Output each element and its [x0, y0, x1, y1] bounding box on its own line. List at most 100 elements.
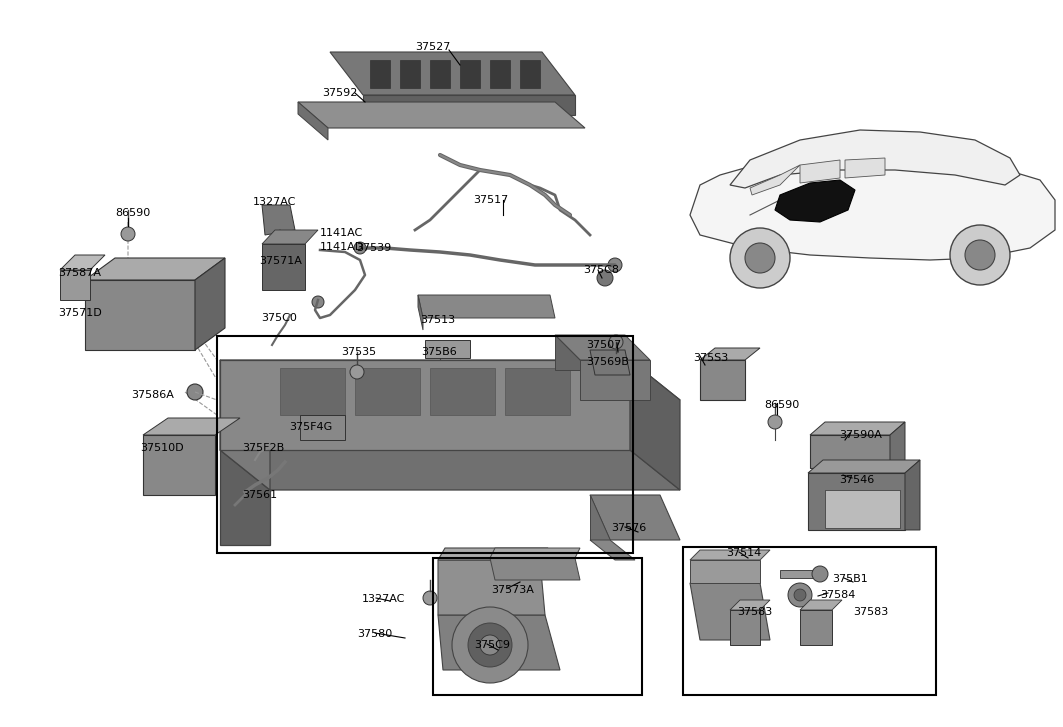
Text: 37514: 37514 [726, 548, 761, 558]
Circle shape [187, 384, 203, 400]
Bar [217, 336, 632, 553]
Text: 1141AD: 1141AD [320, 242, 365, 252]
Polygon shape [60, 255, 105, 270]
Polygon shape [300, 415, 345, 440]
Polygon shape [418, 295, 555, 318]
Text: 37513: 37513 [420, 315, 455, 325]
Polygon shape [220, 360, 270, 490]
Polygon shape [690, 550, 770, 560]
Polygon shape [298, 102, 328, 140]
Circle shape [121, 227, 135, 241]
Polygon shape [775, 180, 855, 222]
Circle shape [730, 228, 790, 288]
Polygon shape [490, 548, 580, 558]
Polygon shape [730, 600, 770, 610]
Text: 375C9: 375C9 [474, 640, 510, 650]
Text: 375F4G: 375F4G [289, 422, 333, 432]
Polygon shape [590, 350, 630, 375]
Polygon shape [460, 60, 480, 88]
Polygon shape [810, 435, 890, 468]
Polygon shape [580, 360, 649, 400]
Polygon shape [195, 258, 225, 350]
Polygon shape [808, 473, 905, 530]
Text: 375B1: 375B1 [832, 574, 867, 584]
Text: 37527: 37527 [415, 42, 451, 52]
Polygon shape [800, 600, 842, 610]
Polygon shape [438, 548, 549, 560]
Polygon shape [505, 368, 570, 415]
Circle shape [745, 243, 775, 273]
Polygon shape [780, 570, 820, 578]
Text: 37535: 37535 [341, 347, 376, 357]
Text: 37539: 37539 [356, 243, 391, 253]
Text: 375B6: 375B6 [421, 347, 457, 357]
Text: 37584: 37584 [820, 590, 856, 600]
Circle shape [794, 589, 806, 601]
Polygon shape [690, 583, 770, 640]
Polygon shape [810, 422, 905, 435]
Polygon shape [261, 244, 305, 290]
Circle shape [597, 270, 613, 286]
Polygon shape [220, 450, 270, 545]
Polygon shape [431, 60, 450, 88]
Polygon shape [701, 348, 760, 360]
Text: 37573A: 37573A [491, 585, 534, 595]
Text: 37507: 37507 [586, 340, 621, 350]
Polygon shape [85, 258, 225, 280]
Circle shape [965, 240, 995, 270]
Text: 1327AC: 1327AC [253, 197, 297, 207]
Text: 37586A: 37586A [131, 390, 174, 400]
Polygon shape [905, 460, 919, 530]
Polygon shape [144, 418, 240, 435]
Polygon shape [220, 450, 680, 490]
Text: 375C0: 375C0 [261, 313, 297, 323]
Text: 37571A: 37571A [259, 256, 302, 266]
Polygon shape [701, 360, 745, 400]
Circle shape [452, 607, 528, 683]
Circle shape [767, 415, 782, 429]
Polygon shape [330, 52, 575, 95]
Polygon shape [60, 270, 90, 300]
Polygon shape [431, 368, 495, 415]
Circle shape [812, 566, 828, 582]
Polygon shape [261, 230, 318, 244]
Text: 86590: 86590 [764, 400, 799, 410]
Text: 37592: 37592 [322, 88, 357, 98]
Text: 37517: 37517 [473, 195, 508, 205]
Polygon shape [555, 335, 580, 370]
Polygon shape [800, 610, 832, 645]
Text: 37546: 37546 [839, 475, 874, 485]
Polygon shape [490, 60, 510, 88]
Polygon shape [355, 368, 420, 415]
Text: 37571D: 37571D [58, 308, 102, 318]
Text: 37583: 37583 [737, 607, 772, 617]
Text: 375S3: 375S3 [693, 353, 728, 363]
Polygon shape [370, 60, 390, 88]
Polygon shape [298, 102, 585, 128]
Polygon shape [590, 540, 635, 560]
Circle shape [423, 591, 437, 605]
Text: 1327AC: 1327AC [362, 594, 405, 604]
Polygon shape [590, 495, 680, 540]
Polygon shape [400, 60, 420, 88]
Polygon shape [418, 295, 423, 330]
Circle shape [313, 296, 324, 308]
Polygon shape [555, 335, 649, 360]
Polygon shape [85, 280, 195, 350]
Circle shape [788, 583, 812, 607]
Polygon shape [490, 558, 580, 580]
Polygon shape [630, 360, 680, 490]
Polygon shape [690, 148, 1054, 260]
Polygon shape [362, 95, 575, 115]
Polygon shape [425, 340, 470, 358]
Text: 37576: 37576 [611, 523, 646, 533]
Circle shape [468, 623, 512, 667]
Polygon shape [280, 368, 345, 415]
Polygon shape [144, 435, 215, 495]
Circle shape [350, 365, 364, 379]
Circle shape [609, 335, 623, 349]
Circle shape [608, 258, 622, 272]
Text: 37569B: 37569B [586, 357, 629, 367]
Polygon shape [825, 490, 900, 528]
Polygon shape [220, 360, 630, 450]
